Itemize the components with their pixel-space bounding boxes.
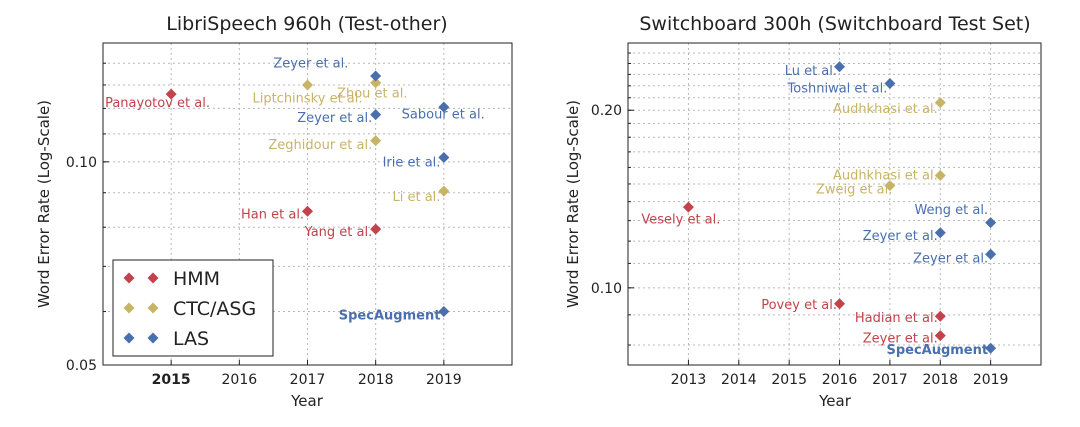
data-label: Zeyer et al. (273, 56, 348, 71)
y-tick-label: 0.10 (66, 155, 97, 171)
data-point-ctc-asg (438, 185, 450, 197)
data-point-ctc-asg (370, 135, 382, 147)
data-point-ctc-asg (934, 97, 946, 109)
data-point-las (438, 306, 450, 318)
x-tick-label: 2016 (822, 372, 858, 388)
y-tick-label: 0.05 (66, 358, 97, 374)
x-tick-label: 2017 (872, 372, 908, 388)
legend-marker (123, 332, 135, 344)
chart-librispeech: LibriSpeech 960h (Test-other) 2015 2016 20… (35, 13, 513, 410)
chart-title: LibriSpeech 960h (Test-other) (166, 13, 447, 35)
data-point-hmm (165, 88, 177, 100)
data-point-hmm (302, 205, 313, 217)
x-tick-label: 2019 (973, 372, 1009, 388)
data-label: Audhkhasi et al. (833, 169, 938, 184)
data-point-las (934, 227, 946, 239)
data-label: Zeyer et al. (913, 251, 988, 266)
data-point-ctc-asg (302, 79, 313, 91)
data-point-ctc-asg (884, 180, 896, 192)
x-tick-label: 2016 (222, 372, 258, 388)
data-label: Yang et al. (304, 225, 373, 240)
data-point-hmm (834, 298, 846, 310)
data-point-hmm (934, 330, 946, 342)
data-point-ctc-asg (370, 77, 382, 89)
data-point-las (884, 77, 896, 89)
data-points: Vesely et al. Povey et al. Hadian et al. Ze… (641, 61, 997, 358)
x-tick-label: 2019 (426, 372, 462, 388)
legend: HMM CTC/ASG LAS (112, 259, 274, 357)
data-point-hmm (370, 223, 382, 235)
plot-frame (627, 42, 1042, 366)
data-label: Lu et al. (785, 64, 837, 79)
grid (628, 42, 1041, 365)
data-point-las (438, 101, 450, 113)
data-point-las (985, 342, 997, 354)
x-axis-label: Year (290, 392, 324, 410)
data-point-las (438, 151, 450, 163)
data-label: Zhou et al. (337, 87, 407, 102)
legend-label: HMM (173, 268, 220, 290)
data-label: SpecAugment (886, 343, 988, 358)
legend-marker (147, 302, 159, 314)
axes: 2015 2016 2017 2018 2019 0.05 0.10 (66, 42, 462, 388)
data-point-hmm (682, 201, 694, 213)
y-tick-label: 0.20 (591, 103, 622, 119)
axes: 2013 2014 2015 2016 2017 2018 2019 0.10 0.20 (591, 42, 1009, 388)
legend-marker (147, 272, 159, 284)
data-label: Sabour et al. (402, 107, 485, 122)
data-label: Han et al. (241, 208, 304, 223)
legend-label: CTC/ASG (173, 298, 256, 320)
x-tick-label: 2015 (152, 372, 191, 388)
y-axis-label: Word Error Rate (Log-Scale) (564, 100, 582, 308)
data-point-las (370, 70, 382, 82)
y-axis-label: Word Error Rate (Log-Scale) (35, 100, 53, 308)
data-point-las (985, 248, 997, 260)
x-tick-label: 2014 (721, 372, 757, 388)
data-points: Panayotov et al. Han et al.Yang et al. Lip… (105, 56, 485, 323)
data-label: Povey et al. (761, 298, 837, 313)
data-label: Hadian et al. (855, 311, 938, 326)
data-label: Zeyer et al. (863, 331, 938, 346)
x-axis-label: Year (818, 392, 852, 410)
data-label: Zeyer et al. (297, 111, 372, 126)
data-point-las (834, 61, 846, 73)
data-point-las (985, 217, 997, 229)
x-tick-label: 2018 (922, 372, 958, 388)
legend-marker (147, 332, 159, 344)
data-point-ctc-asg (934, 170, 946, 182)
data-label: Zeghidour et al. (268, 138, 372, 153)
data-label: Vesely et al. (641, 213, 720, 228)
legend-marker (123, 272, 135, 284)
data-label: Irie et al. (383, 155, 441, 170)
data-label: Panayotov et al. (105, 96, 210, 111)
x-tick-label: 2017 (290, 372, 326, 388)
data-label: Zweig et al. (816, 183, 892, 198)
data-point-hmm (934, 310, 946, 322)
chart-switchboard: Switchboard 300h (Switchboard Test Set) … (564, 13, 1042, 410)
data-label: SpecAugment (339, 308, 441, 323)
legend-label: LAS (173, 328, 209, 350)
x-tick-label: 2015 (771, 372, 807, 388)
data-label: Weng et al. (914, 203, 988, 218)
x-tick-label: 2018 (358, 372, 394, 388)
legend-marker (123, 302, 135, 314)
data-label: Liptchinsky et al. (252, 91, 362, 106)
data-label: Audhkhasi et al. (833, 102, 938, 117)
data-label: Toshniwal et al. (787, 81, 888, 96)
data-label: Li et al. (392, 190, 440, 205)
data-point-las (370, 109, 382, 121)
legend-box (112, 259, 274, 357)
x-tick-label: 2013 (671, 372, 707, 388)
data-label: Zeyer et al. (863, 229, 938, 244)
chart-title: Switchboard 300h (Switchboard Test Set) (639, 13, 1030, 35)
y-tick-label: 0.10 (591, 281, 622, 297)
